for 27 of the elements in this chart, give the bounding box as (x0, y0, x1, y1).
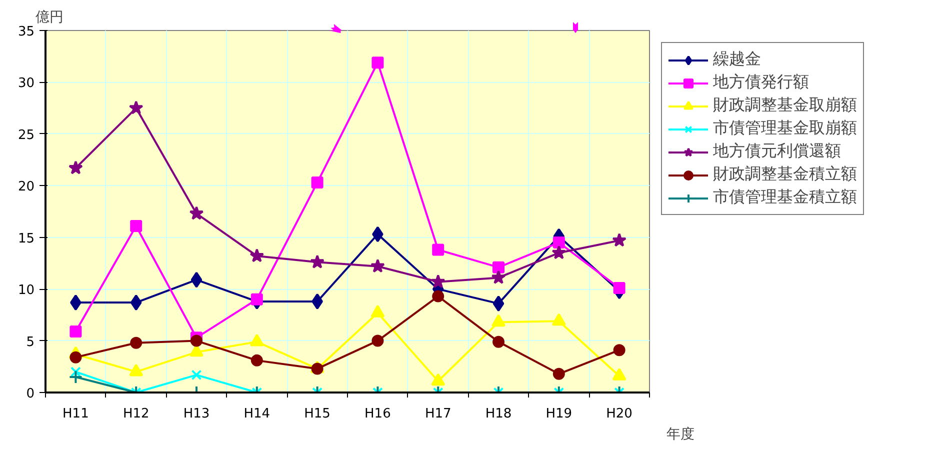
legend-label: 財政調整基金積立額 (713, 164, 857, 185)
legend-label: 地方債元利償還額 (713, 141, 841, 162)
x-tick-label: H13 (183, 406, 210, 422)
x-axis-title: 年度 (666, 426, 694, 442)
legend-label: 地方債発行額 (713, 72, 809, 93)
x-tick-label: H19 (546, 406, 572, 422)
legend-label: 繰越金 (713, 49, 761, 70)
legend-label: 財政調整基金取崩額 (713, 95, 857, 116)
y-tick-label: 10 (18, 283, 35, 298)
x-tick-label: H14 (244, 406, 270, 422)
y-axis-title: 億円 (36, 10, 64, 26)
y-tick-label: 0 (26, 386, 35, 402)
x-tick-label: H16 (364, 406, 391, 422)
y-tick-label: 25 (18, 128, 35, 143)
y-tick-label: 20 (18, 180, 35, 195)
legend-label: 市債管理基金取崩額 (713, 118, 857, 139)
y-tick-label: 30 (18, 76, 35, 92)
y-tick-label: 15 (18, 231, 35, 246)
x-tick-label: H12 (122, 406, 150, 422)
x-tick-label: H17 (424, 406, 452, 422)
y-tick-label: 35 (18, 24, 35, 40)
y-tick-label: 5 (26, 334, 35, 350)
x-tick-label: H20 (606, 406, 632, 422)
x-tick-label: H18 (485, 406, 512, 422)
x-tick-label: H11 (62, 406, 89, 422)
x-tick-label: H15 (304, 406, 330, 422)
legend-label: 市債管理基金積立額 (713, 187, 857, 208)
